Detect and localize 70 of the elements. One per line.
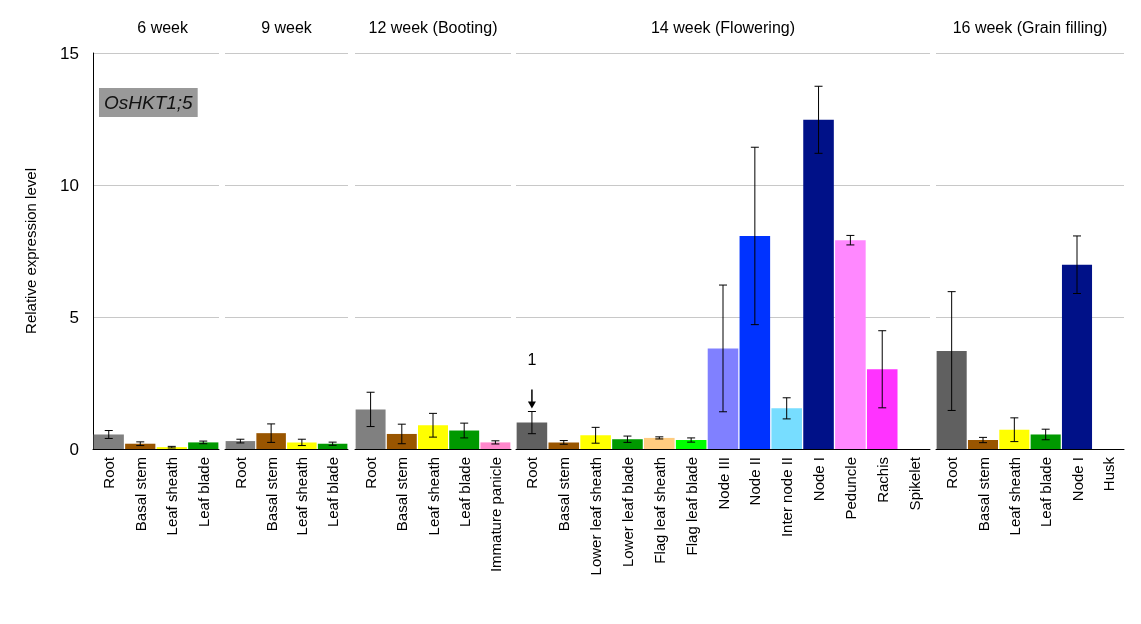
bar [675,440,707,449]
x-tick-label: Spikelet [905,456,923,511]
x-tick-label: Inter node II [778,457,796,538]
x-tick-label: Basal stem [131,457,149,532]
x-tick-label: Node III [714,457,732,510]
x-tick-label: Leaf blade [324,457,342,528]
x-tick-label: Leaf sheath [163,457,181,536]
x-tick-label: Flag leaf blade [682,457,700,556]
bar [1062,264,1093,449]
x-tick-label: Node I [810,457,828,502]
x-tick-label: Node I [1068,457,1086,502]
bar [386,433,417,449]
bar [548,442,580,449]
bar [739,235,771,449]
y-tick-label: 5 [69,307,79,327]
x-tick-label: Peduncle [841,457,859,520]
x-tick-label: Node II [746,457,764,506]
bar [479,442,510,449]
bar [516,422,548,449]
bar [448,430,479,449]
x-tick-label: Leaf blade [455,457,473,528]
x-tick-label: Leaf blade [1037,457,1055,528]
x-tick-label: Rachis [873,457,891,503]
y-tick-label: 15 [60,43,79,63]
x-tick-label: Leaf sheath [1005,457,1023,536]
chart-title: 12 week (Booting) [368,18,497,36]
bar [803,119,834,449]
bar [287,442,317,449]
chart-title: 6 week [137,18,189,36]
bar [580,435,611,449]
bar [256,433,287,449]
x-tick-label: Leaf sheath [424,457,441,536]
x-tick-label: Lower leaf sheath [587,457,605,576]
x-tick-label: Basal stem [262,457,280,532]
annotation: 1 [527,351,537,369]
bar [999,429,1030,449]
annotation: OsHKT1;5 [104,92,194,113]
x-tick-label: Basal stem [555,457,573,532]
bar [318,443,348,449]
x-tick-label: Leaf sheath [293,457,311,536]
x-tick-label: Husk [1099,456,1117,492]
bar [771,408,803,449]
bar [355,409,386,449]
bar [968,440,999,449]
bar [612,439,643,449]
bar [867,369,898,449]
bar [1030,434,1061,449]
x-tick-label: Root [523,456,541,489]
y-axis-title: Relative expression level [22,168,39,334]
chart-title: 9 week [261,18,314,36]
bar [707,348,739,449]
x-tick-label: Root [100,456,118,489]
x-tick-label: Root [232,456,250,489]
y-tick-label: 0 [69,439,79,459]
y-tick-label: 10 [60,175,79,195]
x-tick-label: Leaf blade [194,457,212,528]
bar [936,351,967,449]
bar [225,441,256,449]
x-tick-label: Basal stem [974,457,992,532]
chart-title: 14 week (Flowering) [651,18,796,36]
x-tick-label: Flag leaf sheath [650,457,668,564]
chart-title: 16 week (Grain filling) [952,18,1108,36]
bar [835,240,866,449]
x-tick-label: Root [943,456,961,489]
x-tick-label: Lower leaf blade [619,457,637,568]
x-tick-label: Basal stem [392,457,410,532]
bar [644,437,675,449]
bar [417,425,448,449]
x-tick-label: Immature panicle [486,457,504,573]
x-tick-label: Root [361,456,379,489]
